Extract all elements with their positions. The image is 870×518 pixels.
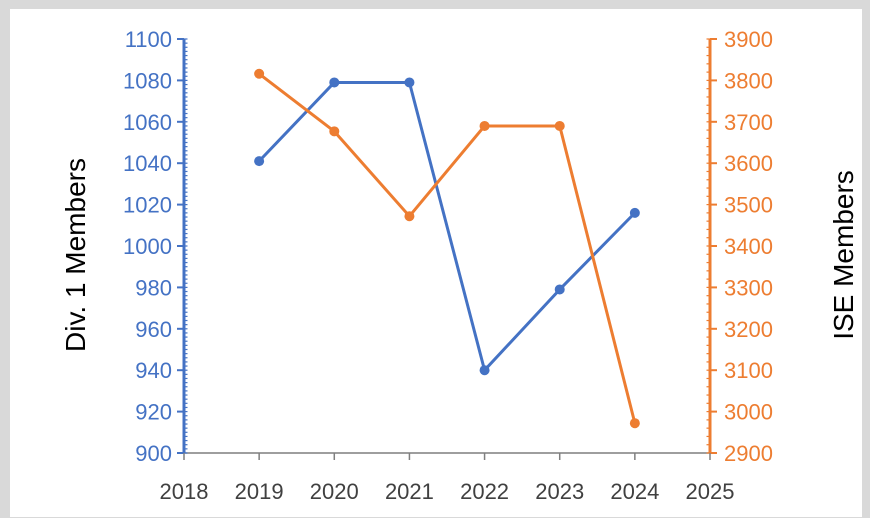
right-tick-label: 3800: [724, 68, 773, 93]
div1-data-point: [254, 156, 265, 167]
right-tick-label: 2900: [724, 441, 773, 466]
div1-series-line: [258, 80, 636, 372]
right-tick-label: 3000: [724, 400, 773, 425]
chart-frame: 900 920 940 960 980 1000 1020 1040 1060 1080 1100 2…: [10, 9, 862, 517]
right-tick-label: 3900: [724, 27, 773, 52]
left-tick-label: 1040: [123, 151, 172, 176]
ise-data-point: [254, 68, 265, 79]
right-tick-label: 3300: [724, 275, 773, 300]
left-tick-label: 1020: [123, 193, 172, 218]
div1-data-point: [404, 77, 415, 88]
left-tick-label: 1080: [123, 68, 172, 93]
ise-data-point: [554, 120, 565, 131]
div1-data-point: [554, 284, 565, 295]
left-tick-label: 920: [135, 400, 172, 425]
right-tick-label: 3100: [724, 358, 773, 383]
left-tick-label: 1100: [125, 27, 172, 52]
axes-layer: [177, 38, 717, 460]
x-tick-label: 2020: [310, 479, 359, 504]
ise-series-line: [258, 72, 637, 424]
right-tick-label: 3400: [724, 234, 773, 259]
right-tick-label: 3700: [724, 110, 773, 135]
right-tick-label: 3200: [724, 317, 773, 342]
ise-data-point: [479, 120, 490, 131]
right-tick-label: 3500: [724, 193, 773, 218]
x-tick-label: 2022: [460, 479, 509, 504]
series-layer: [254, 68, 640, 429]
ise-data-point: [329, 126, 340, 137]
dual-axis-line-chart: 900 920 940 960 980 1000 1020 1040 1060 1080 1100 2…: [60, 27, 859, 504]
div1-data-point: [629, 207, 640, 218]
x-tick-label: 2021: [385, 479, 434, 504]
x-tick-label: 2019: [235, 479, 284, 504]
left-axis-title: Div. 1 Members: [60, 158, 91, 352]
ise-data-point: [629, 418, 640, 429]
right-axis-title: ISE Members: [828, 170, 859, 340]
left-tick-label: 1060: [123, 110, 172, 135]
ise-data-point: [404, 211, 415, 222]
x-tick-label: 2024: [610, 479, 659, 504]
left-tick-label: 1000: [123, 234, 172, 259]
div1-data-point: [329, 77, 340, 88]
left-tick-label: 960: [135, 317, 172, 342]
left-tick-label: 980: [135, 275, 172, 300]
x-tick-label: 2018: [160, 479, 209, 504]
x-tick-label: 2025: [686, 479, 735, 504]
labels-layer: 900 920 940 960 980 1000 1020 1040 1060 1080 1100 2…: [123, 27, 773, 504]
right-tick-label: 3600: [724, 151, 773, 176]
div1-data-point: [479, 365, 490, 376]
left-tick-label: 900: [135, 441, 172, 466]
left-tick-label: 940: [135, 358, 172, 383]
x-tick-label: 2023: [535, 479, 584, 504]
